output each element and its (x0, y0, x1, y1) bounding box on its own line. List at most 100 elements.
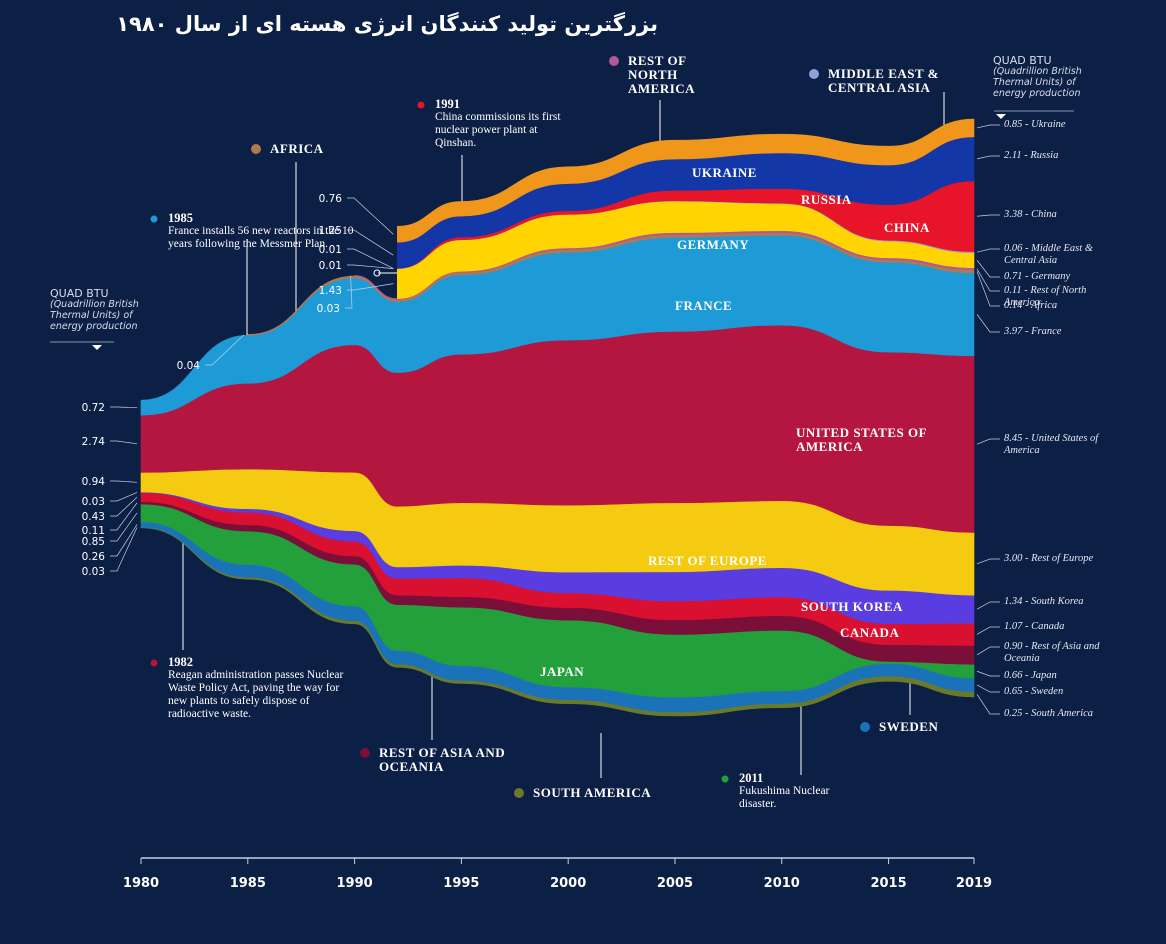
unit-note: (Quadrillion British Thermal Units) of e… (993, 66, 1082, 99)
series-label: MIDDLE EAST & CENTRAL ASIA (828, 66, 940, 95)
leader-line (976, 155, 1000, 160)
unit-note: (Quadrillion British Thermal Units) of e… (50, 299, 139, 332)
leader-line (110, 406, 138, 409)
end-label: 3.38 - China (1004, 209, 1057, 220)
series-label: SOUTH AMERICA (533, 785, 652, 800)
annotation-dot (150, 659, 158, 667)
start-label: 0.03 (82, 566, 105, 578)
leader-line (347, 197, 394, 235)
leader-line (347, 229, 394, 256)
end-label: 0.11 - Rest of North America (1004, 285, 1087, 308)
annotation-year: 1985 (168, 211, 193, 225)
series-label: SOUTH KOREA (801, 599, 903, 614)
x-tick-label: 2010 (764, 876, 800, 891)
x-tick-label: 2005 (657, 876, 693, 891)
series-label: CHINA (884, 220, 930, 235)
series-label: UNITED STATES OF AMERICA (796, 425, 927, 454)
start-label: 0.01 (319, 244, 342, 256)
start-label: 1.25 (319, 225, 342, 237)
start-label: 0.43 (82, 511, 105, 523)
legend-dot (860, 722, 870, 732)
leader-line (976, 670, 1000, 677)
leader-line (110, 502, 138, 531)
annotation: 2011 Fukushima Nuclear disaster. (739, 772, 859, 811)
annotation-year: 1991 (435, 97, 460, 111)
leader-line (976, 271, 1000, 307)
unit-title: QUAD BTU (993, 54, 1052, 67)
unit-marker (92, 345, 102, 350)
end-label: 1.07 - Canada (1004, 621, 1065, 632)
leader-line (976, 248, 1000, 253)
annotation-dot (721, 775, 729, 783)
leader-line (976, 626, 1000, 635)
end-label: 8.45 - United States of America (1004, 433, 1099, 456)
unit-block: QUAD BTU (Quadrillion British Thermal Uni… (993, 55, 1093, 99)
end-label: 0.25 - South America (1004, 708, 1094, 719)
start-label: 0.26 (82, 551, 106, 563)
series-label: AFRICA (270, 141, 324, 156)
leader-line (110, 440, 138, 445)
annotation-text: Fukushima Nuclear disaster. (739, 785, 830, 810)
end-label: 0.06 - Middle East & Central Asia (1004, 243, 1093, 266)
unit-title: QUAD BTU (50, 287, 109, 300)
series-label: REST OF ASIA AND OCEANIA (379, 745, 506, 774)
leader-line (976, 268, 1000, 292)
legend-dot (809, 69, 819, 79)
series-label: GERMANY (677, 237, 750, 252)
end-label: 2.11 - Russia (1004, 150, 1059, 161)
leader-line (345, 275, 353, 309)
x-tick-label: 1980 (123, 876, 159, 891)
end-label: 1.34 - South Korea (1004, 596, 1084, 607)
end-label: 0.66 - Japan (1004, 670, 1057, 681)
leader-line (976, 314, 1000, 333)
leader-line (347, 264, 394, 269)
series-label: RUSSIA (801, 192, 852, 207)
start-label: 0.03 (82, 496, 105, 508)
leader-line (205, 334, 245, 366)
annotation-year: 2011 (739, 771, 764, 785)
start-label: 0.01 (319, 260, 342, 272)
start-label: 0.76 (319, 193, 343, 205)
leader-line (110, 527, 138, 572)
leader-line (110, 492, 138, 502)
annotation: 1985 France installs 56 new reactors in t… (168, 212, 358, 251)
leader-line (110, 524, 138, 557)
legend-dot (609, 56, 619, 66)
start-label: 2.74 (82, 436, 106, 448)
unit-block: QUAD BTU (Quadrillion British Thermal Uni… (50, 288, 150, 332)
series-label: REST OF NORTH AMERICA (628, 53, 696, 96)
x-tick-label: 1990 (336, 876, 372, 891)
series-label: REST OF EUROPE (648, 553, 767, 568)
leader-line (347, 283, 394, 291)
leader-line (347, 248, 394, 269)
leader-line (110, 496, 138, 517)
series-label: UKRAINE (692, 165, 757, 180)
start-label: 0.72 (82, 402, 105, 414)
annotation-text: France installs 56 new reactors in the 1… (168, 225, 354, 250)
end-label: 3.00 - Rest of Europe (1004, 553, 1094, 564)
start-label: 0.03 (317, 303, 340, 315)
series-label: JAPAN (540, 664, 585, 679)
x-tick-label: 2015 (870, 876, 906, 891)
x-tick-label: 2019 (956, 876, 992, 891)
leader-line (976, 694, 1000, 715)
leader-line (976, 558, 1000, 565)
end-label: 0.85 - Ukraine (1004, 119, 1066, 130)
annotation-year: 1982 (168, 655, 193, 669)
start-label: 0.11 (82, 525, 105, 537)
leader-line (976, 438, 1000, 445)
annotation-dot (150, 215, 158, 223)
legend-dot (251, 144, 261, 154)
x-tick-label: 1985 (230, 876, 266, 891)
x-tick-label: 2000 (550, 876, 586, 891)
end-label: 0.14 - Africa (1004, 300, 1058, 311)
annotation: 1982 Reagan administration passes Nuclear… (168, 656, 358, 721)
leader-line (976, 124, 1000, 129)
leader-line (976, 684, 1000, 693)
start-label: 0.85 (82, 536, 105, 548)
end-label: 3.97 - France (1004, 326, 1062, 337)
legend-dot (360, 748, 370, 758)
leader-line (976, 214, 1000, 217)
